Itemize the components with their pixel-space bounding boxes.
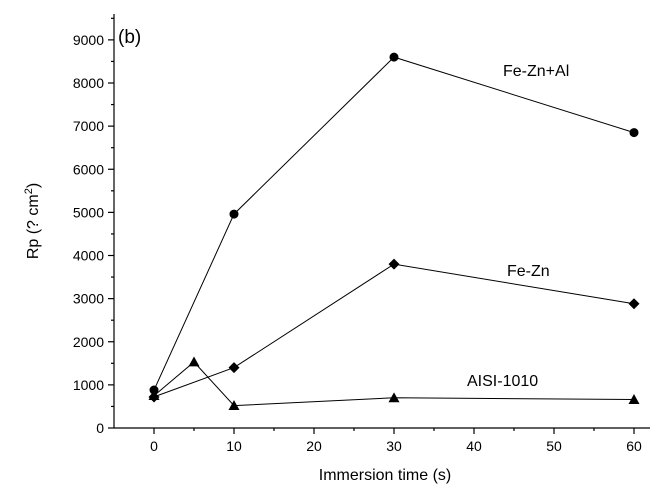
y-tick-label: 9000 <box>73 32 104 48</box>
y-tick-label: 8000 <box>73 75 104 91</box>
x-axis-title: Immersion time (s) <box>319 467 451 484</box>
plot-area: 0 10 20 30 40 50 60 0 1000 2000 3000 4000 5000 6000 7… <box>73 14 650 454</box>
x-tick-label: 20 <box>306 438 322 454</box>
series-label-fe-zn-al: Fe-Zn+Al <box>503 63 569 80</box>
data-point <box>628 394 640 404</box>
y-tick-label: 7000 <box>73 118 104 134</box>
data-point <box>229 209 239 219</box>
data-point <box>228 362 240 374</box>
y-axis-title-superscript: 2 <box>23 188 35 194</box>
y-axis-title-main: Rp (? cm <box>25 194 42 259</box>
y-axis-title: Rp (? cm2) <box>23 183 42 259</box>
series-aisi-1010 <box>148 356 640 410</box>
series-group <box>148 52 640 410</box>
x-tick-label: 10 <box>226 438 242 454</box>
x-tick-label: 40 <box>466 438 482 454</box>
series-fe-zn-al <box>149 52 639 395</box>
data-point <box>228 400 240 410</box>
x-tick-label: 30 <box>386 438 402 454</box>
x-tick-label: 50 <box>546 438 562 454</box>
data-point <box>149 385 159 395</box>
series-line-fe-zn-al <box>153 56 635 391</box>
y-tick-label: 0 <box>96 420 104 436</box>
y-tick-label: 5000 <box>73 204 104 220</box>
data-point <box>188 356 200 367</box>
y-tick-label: 6000 <box>73 161 104 177</box>
y-tick-label: 4000 <box>73 248 104 264</box>
x-axis-ticks: 0 10 20 30 40 50 60 <box>150 428 642 454</box>
series-label-fe-zn: Fe-Zn <box>507 263 550 280</box>
y-axis-ticks: 0 1000 2000 3000 4000 5000 6000 7000 8000 9000 <box>73 17 114 436</box>
y-tick-label: 3000 <box>73 291 104 307</box>
series-line-fe-zn <box>153 263 635 398</box>
data-point <box>389 52 399 62</box>
x-tick-label: 0 <box>150 438 158 454</box>
data-point <box>629 128 639 138</box>
series-label-aisi-1010: AISI-1010 <box>467 373 538 390</box>
y-axis-title-close: ) <box>25 183 42 188</box>
x-tick-label: 60 <box>626 438 642 454</box>
y-tick-label: 2000 <box>73 334 104 350</box>
data-point <box>148 390 160 401</box>
y-tick-label: 1000 <box>73 377 104 393</box>
data-point <box>388 392 400 403</box>
panel-label: (b) <box>118 27 141 48</box>
data-point <box>388 258 400 270</box>
data-point <box>628 298 640 310</box>
series-fe-zn <box>148 258 640 403</box>
